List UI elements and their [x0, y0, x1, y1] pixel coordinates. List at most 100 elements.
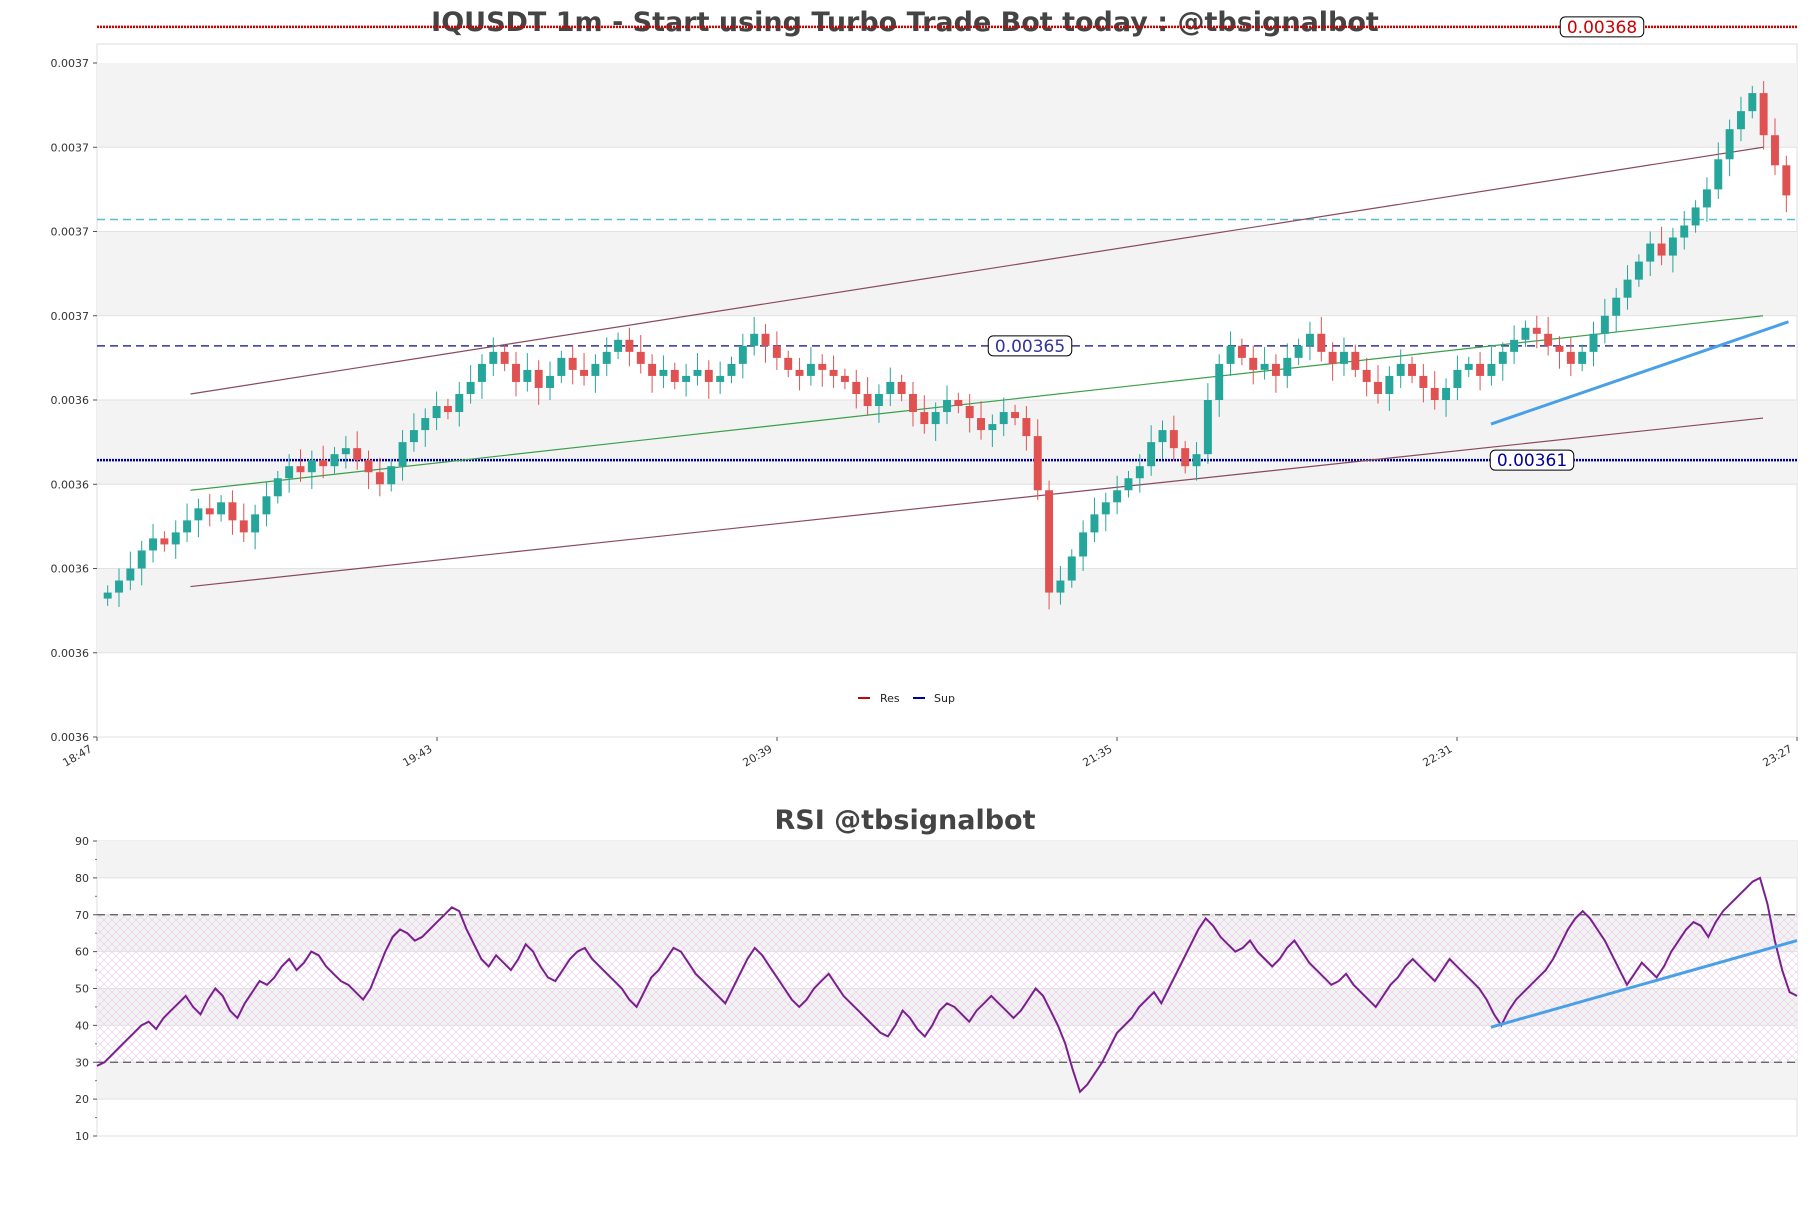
candle-body [500, 351, 509, 364]
candle-body [1566, 351, 1575, 364]
candle-body [886, 381, 895, 394]
price-band [97, 231, 1797, 316]
candle-body [149, 538, 158, 551]
candle-body [761, 333, 770, 346]
candle-body [648, 363, 657, 376]
candle-body [1442, 387, 1451, 400]
candle-body [466, 381, 475, 394]
rsi-hatch [97, 914, 1797, 952]
candle-body [1169, 430, 1178, 449]
candle-body [874, 393, 883, 407]
candle-body [1521, 327, 1530, 340]
candle-body [1419, 375, 1428, 388]
candle-body [1555, 345, 1564, 352]
price-y-tick-label: 0.0037 [51, 141, 90, 154]
candle-body [1453, 369, 1462, 388]
candle-body [988, 424, 997, 431]
candle-body [863, 393, 872, 407]
price-band [97, 568, 1797, 653]
candle-body [954, 400, 963, 407]
candle-body [1022, 418, 1031, 437]
candle-body [557, 357, 566, 376]
candle-body [943, 400, 951, 413]
price-x-tick-label: 18:47 [61, 742, 95, 769]
rsi-hatch [97, 1025, 1797, 1063]
candle-body [1374, 381, 1382, 394]
rsi-series [96, 876, 1798, 1094]
candle-body [1351, 351, 1360, 370]
candle-body [1748, 93, 1757, 112]
candle-body [421, 418, 430, 431]
candle-body [1237, 345, 1246, 358]
rsi-level-lines [97, 914, 1797, 1063]
candle-body [738, 345, 747, 364]
candle-body [137, 550, 146, 569]
price-x-tick-label: 22:31 [1421, 742, 1455, 769]
candle-body [727, 363, 736, 376]
support-badge-label: 0.00361 [1497, 451, 1567, 471]
candle-body [1510, 339, 1519, 352]
candle-body [228, 502, 237, 521]
candle-body [126, 568, 135, 581]
candle-body [1782, 165, 1791, 196]
candle-body [1067, 556, 1076, 581]
candle-body [897, 381, 906, 394]
candle-body [1532, 327, 1541, 334]
channel-lower-line [190, 417, 1764, 588]
price-y-tick-label: 0.0036 [51, 563, 90, 576]
candle-body [1759, 93, 1768, 136]
rsi-trend-line [1490, 939, 1798, 1029]
candle-body [1203, 400, 1212, 455]
candle-body [307, 460, 316, 473]
candle-body [1090, 514, 1099, 533]
candle-body [171, 532, 180, 545]
candle-body [523, 369, 532, 382]
candle-body [273, 478, 282, 497]
candle-body [364, 460, 373, 473]
candle-body [1736, 111, 1745, 130]
candle-body [1589, 333, 1598, 352]
candle-body [750, 333, 759, 346]
candle-body [568, 357, 577, 370]
price-x-tick-label: 21:35 [1081, 742, 1115, 769]
candle-body [772, 345, 781, 358]
candle-body [534, 369, 543, 388]
rsi-band [97, 841, 1797, 878]
candle-body [1544, 333, 1553, 346]
price-y-axis: 0.0036 0.0036 0.0036 0.0036 0.0036 0.0037 0.00… [51, 57, 97, 744]
price-band [97, 63, 1797, 148]
candle-body [1623, 279, 1632, 298]
candle-body [183, 520, 192, 533]
rsi-hatch [97, 988, 1797, 1026]
candle-body [1113, 490, 1122, 503]
channel-middle-line [190, 315, 1764, 491]
candle-body [580, 369, 589, 376]
rsi-y-tick-label: 30 [75, 1056, 89, 1069]
candle-body [1011, 412, 1020, 419]
candle-body [614, 339, 623, 352]
rsi-chart-title: RSI @tbsignalbot [774, 805, 1035, 836]
candle-body [443, 406, 452, 413]
candle-body [1680, 225, 1689, 238]
candle-body [1147, 442, 1156, 467]
candle-body [1340, 351, 1348, 364]
price-legend: Res Sup [858, 692, 955, 705]
candle-body [1101, 502, 1110, 515]
candle-body [1725, 129, 1734, 160]
price-channel-lines [190, 146, 1789, 588]
candle-body [829, 369, 838, 376]
candle-body [818, 363, 827, 370]
candle-body [1702, 189, 1711, 208]
candle-body [840, 375, 849, 382]
candle-body [1158, 430, 1167, 443]
candle-body [1045, 490, 1054, 593]
candle-body [1408, 363, 1417, 376]
rsi-y-tick-label: 90 [75, 835, 89, 848]
candle-body [1181, 448, 1190, 467]
candle-body [909, 393, 917, 413]
price-y-tick-label: 0.0037 [51, 310, 90, 323]
candle-body [1646, 243, 1655, 262]
candle-body [217, 502, 226, 515]
candle-body [398, 442, 407, 467]
